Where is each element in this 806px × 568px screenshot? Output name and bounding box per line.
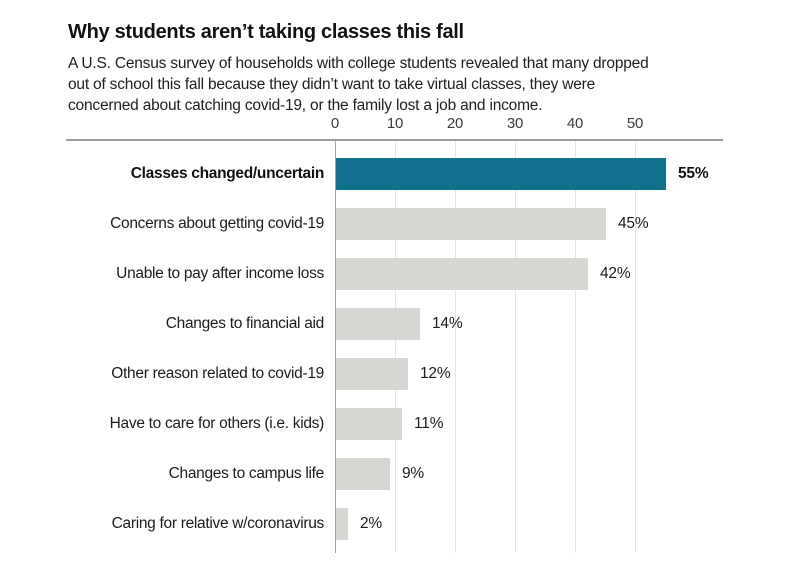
bar-row: Concerns about getting covid-19 45% <box>0 199 806 249</box>
category-label: Changes to campus life <box>168 465 325 482</box>
category-label: Other reason related to covid-19 <box>111 365 324 382</box>
chart-title: Why students aren’t taking classes this … <box>68 21 464 43</box>
bar-row: Caring for relative w/coronavirus 2% <box>0 499 806 549</box>
category-label: Have to care for others (i.e. kids) <box>109 415 325 432</box>
x-tick-label: 40 <box>566 115 584 132</box>
gridline <box>455 141 456 553</box>
value-label: 45% <box>618 215 649 232</box>
bar-row: Classes changed/uncertain 55% <box>0 149 806 199</box>
bar <box>336 208 606 240</box>
bar <box>336 408 402 440</box>
gridline <box>575 141 576 553</box>
bar-row: Unable to pay after income loss 42% <box>0 249 806 299</box>
bar-row: Other reason related to covid-19 12% <box>0 349 806 399</box>
bar <box>336 158 666 190</box>
subtitle-line: concerned about catching covid-19, or th… <box>68 97 543 114</box>
bar-row: Changes to campus life 9% <box>0 449 806 499</box>
category-label: Changes to financial aid <box>165 315 325 332</box>
value-label: 11% <box>414 415 444 432</box>
zero-axis-line <box>335 141 336 553</box>
category-label: Unable to pay after income loss <box>116 265 324 282</box>
value-label: 14% <box>432 315 463 332</box>
bar <box>336 458 390 490</box>
chart-subtitle: A U.S. Census survey of households with … <box>68 53 758 116</box>
gridline <box>515 141 516 553</box>
bar-row: Changes to financial aid 14% <box>0 299 806 349</box>
bar <box>336 308 420 340</box>
x-tick-label: 30 <box>506 115 524 132</box>
bar <box>336 258 588 290</box>
x-tick-label: 0 <box>330 115 340 132</box>
value-label: 55% <box>678 165 709 182</box>
subtitle-line: A U.S. Census survey of households with … <box>68 55 649 72</box>
subtitle-line: out of school this fall because they did… <box>68 76 596 93</box>
x-axis-rule <box>66 139 723 141</box>
bar <box>336 508 348 540</box>
gridline <box>395 141 396 553</box>
bar-row: Have to care for others (i.e. kids) 11% <box>0 399 806 449</box>
value-label: 12% <box>420 365 451 382</box>
bar <box>336 358 408 390</box>
value-label: 42% <box>600 265 631 282</box>
gridline <box>635 141 636 553</box>
value-label: 2% <box>360 515 383 532</box>
x-tick-label: 20 <box>446 115 464 132</box>
x-tick-label: 50 <box>626 115 644 132</box>
value-label: 9% <box>402 465 425 482</box>
category-label: Classes changed/uncertain <box>130 165 325 182</box>
category-label: Caring for relative w/coronavirus <box>111 515 325 532</box>
category-label: Concerns about getting covid-19 <box>110 215 324 232</box>
x-tick-label: 10 <box>386 115 404 132</box>
